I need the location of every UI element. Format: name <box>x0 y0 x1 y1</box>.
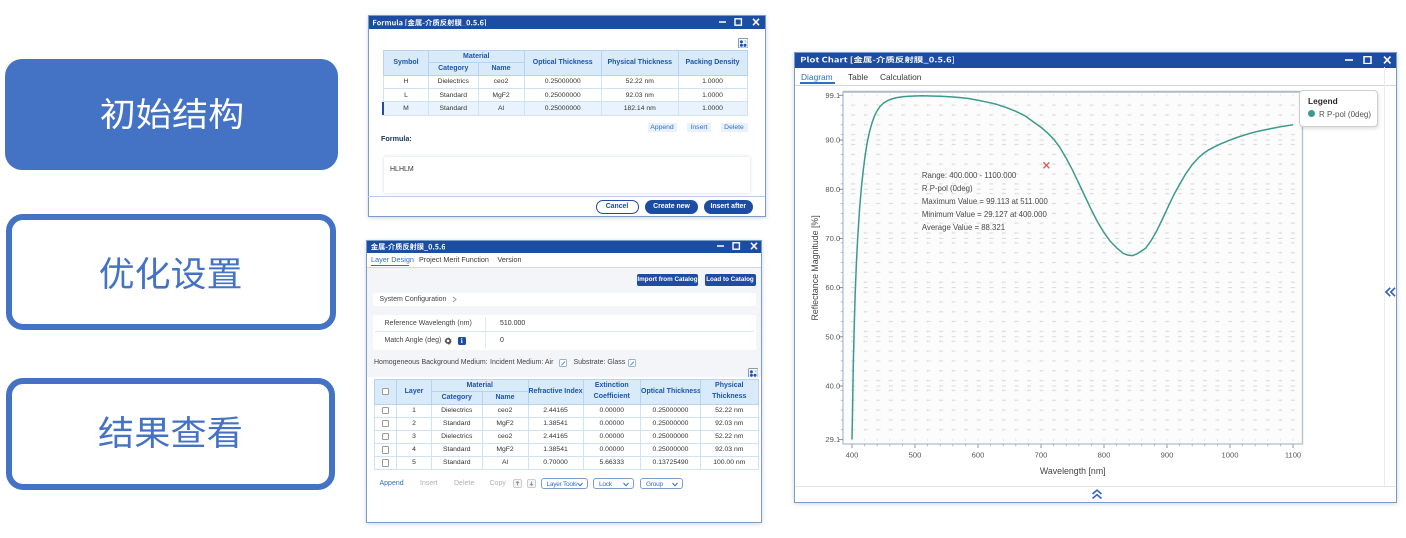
svg-text:1100: 1100 <box>1285 451 1301 460</box>
svg-text:Maximum Value = 99.113 at 511.: Maximum Value = 99.113 at 511.000 <box>922 197 1049 206</box>
svg-text:500: 500 <box>909 451 922 460</box>
svg-text:40.0: 40.0 <box>825 382 840 391</box>
svg-text:99.1: 99.1 <box>825 91 840 100</box>
svg-text:600: 600 <box>972 451 985 460</box>
svg-text:Reflectance Magnitude [%]: Reflectance Magnitude [%] <box>810 215 820 320</box>
svg-text:R P-pol (0deg): R P-pol (0deg) <box>922 184 973 193</box>
svg-text:29.1: 29.1 <box>825 435 840 444</box>
svg-text:Wavelength [nm]: Wavelength [nm] <box>1040 466 1106 476</box>
svg-text:50.0: 50.0 <box>825 332 840 341</box>
svg-text:80.0: 80.0 <box>825 185 840 194</box>
svg-text:700: 700 <box>1035 451 1048 460</box>
svg-text:90.0: 90.0 <box>825 136 840 145</box>
svg-text:1000: 1000 <box>1222 451 1239 460</box>
svg-text:Range: 400.000 - 1100.000: Range: 400.000 - 1100.000 <box>922 171 1017 180</box>
svg-text:900: 900 <box>1161 451 1174 460</box>
svg-text:Average Value = 88.321: Average Value = 88.321 <box>922 223 1005 232</box>
svg-text:800: 800 <box>1098 451 1111 460</box>
svg-text:60.0: 60.0 <box>825 283 840 292</box>
svg-text:Minimum Value = 29.127 at 400.: Minimum Value = 29.127 at 400.000 <box>922 210 1048 219</box>
svg-text:400: 400 <box>846 451 859 460</box>
svg-text:70.0: 70.0 <box>825 234 840 243</box>
